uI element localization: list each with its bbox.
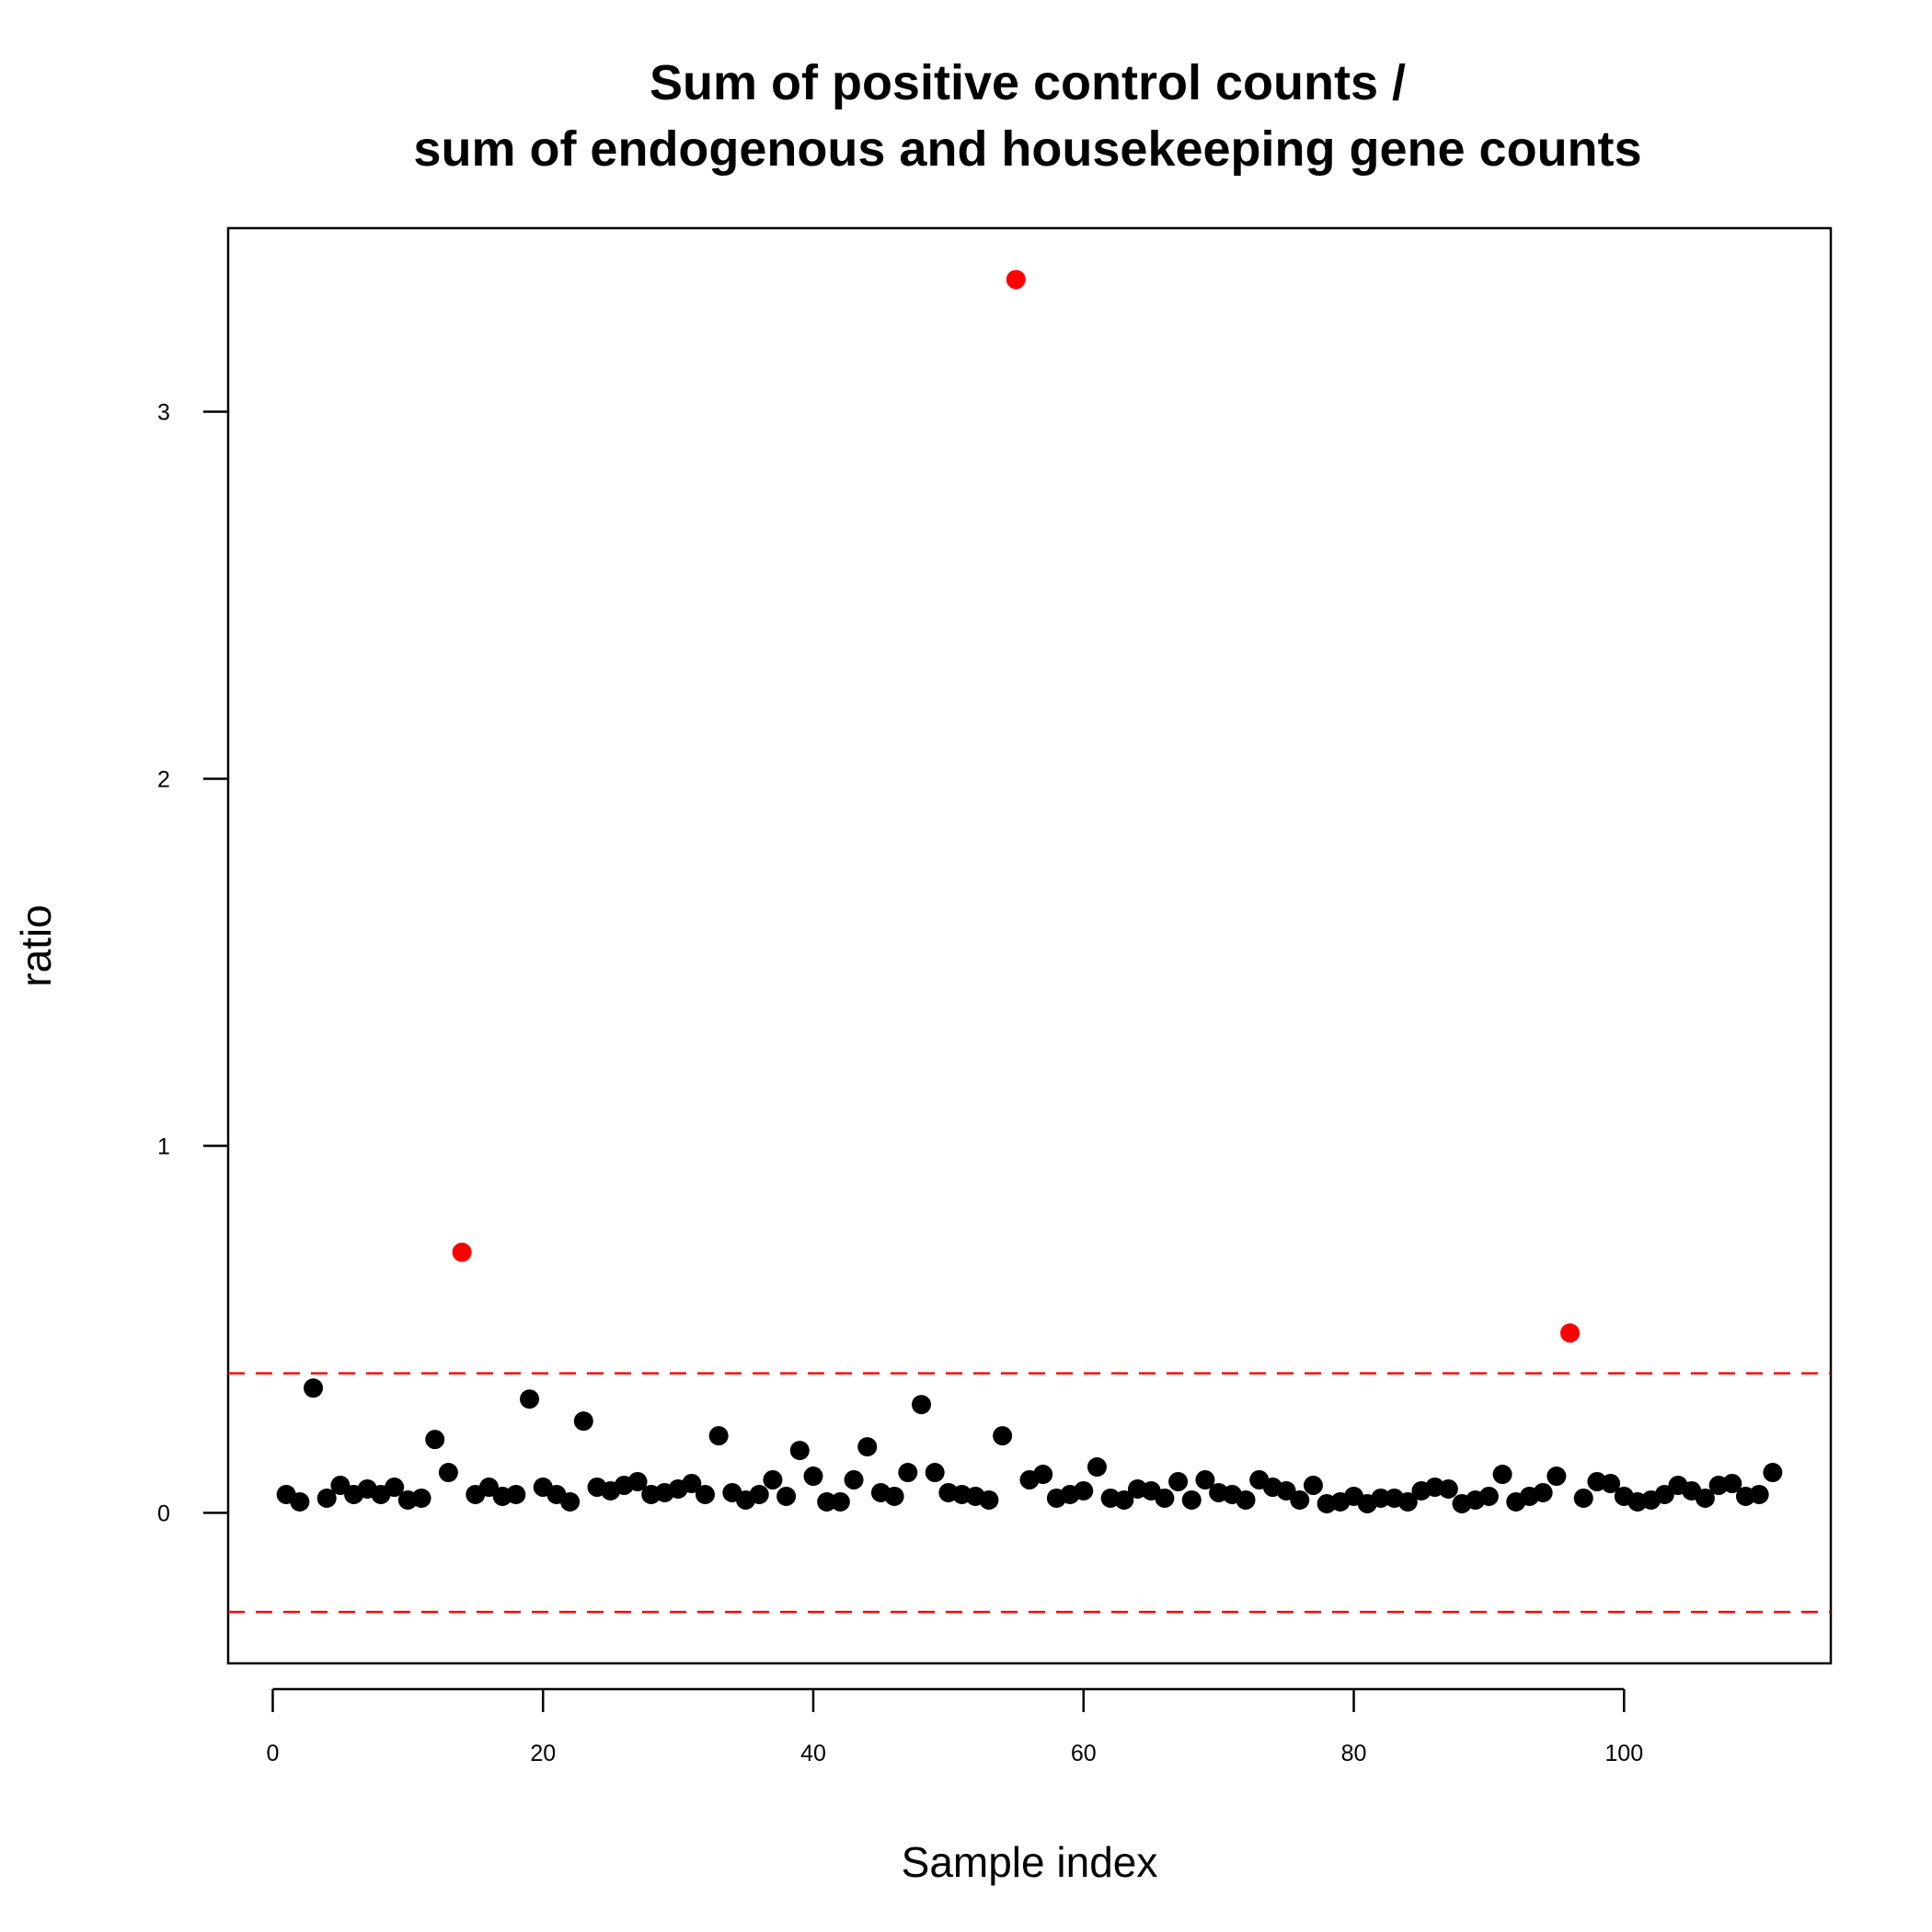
data-point: [682, 1474, 702, 1494]
x-tick-label: 80: [1341, 1741, 1367, 1766]
data-point: [1722, 1474, 1742, 1494]
outlier-point: [1560, 1323, 1581, 1343]
plot-frame: [226, 226, 1833, 1665]
data-point: [803, 1466, 823, 1487]
data-point: [1749, 1484, 1769, 1504]
data-point: [1155, 1488, 1175, 1508]
data-point: [1601, 1474, 1621, 1494]
data-point: [478, 1477, 499, 1497]
data-point: [520, 1389, 540, 1409]
data-point: [911, 1395, 931, 1415]
data-point: [1303, 1475, 1323, 1495]
x-tick-label: 100: [1604, 1741, 1643, 1766]
y-axis-label: ratio: [12, 904, 60, 986]
data-point: [425, 1430, 445, 1450]
data-point: [1195, 1470, 1215, 1490]
data-point: [993, 1426, 1013, 1446]
data-point: [411, 1488, 431, 1508]
chart-title-line-1: Sum of positive control counts /: [650, 55, 1406, 110]
data-point: [1236, 1489, 1256, 1510]
data-point: [817, 1491, 837, 1512]
data-point: [1492, 1465, 1512, 1485]
data-point: [884, 1486, 904, 1506]
y-tick-label: 3: [157, 399, 170, 425]
x-tick-label: 60: [1071, 1741, 1097, 1766]
data-point: [749, 1484, 769, 1504]
y-tick-label: 1: [157, 1133, 170, 1159]
data-point: [1573, 1488, 1593, 1508]
y-tick-label: 0: [157, 1501, 170, 1526]
data-point: [290, 1491, 310, 1512]
data-point: [506, 1484, 526, 1504]
y-tick-label: 2: [157, 766, 170, 792]
data-point: [330, 1475, 351, 1495]
data-point: [1547, 1466, 1567, 1487]
data-point: [1290, 1489, 1310, 1510]
outlier-point: [452, 1242, 472, 1262]
data-point: [1397, 1491, 1418, 1512]
data-point: [844, 1470, 864, 1490]
data-point: [1033, 1465, 1053, 1485]
data-point: [316, 1488, 337, 1508]
data-point: [830, 1491, 850, 1512]
data-point: [925, 1463, 945, 1483]
data-point: [1168, 1472, 1189, 1492]
data-point: [763, 1470, 783, 1490]
data-point: [560, 1491, 581, 1512]
data-point: [1478, 1486, 1499, 1506]
x-tick-label: 40: [800, 1741, 826, 1766]
data-point: [776, 1486, 797, 1506]
data-point: [695, 1484, 715, 1504]
data-point: [979, 1489, 999, 1510]
data-point: [708, 1426, 729, 1446]
x-tick-label: 20: [530, 1741, 556, 1766]
data-point: [573, 1411, 593, 1432]
data-point: [1533, 1482, 1553, 1502]
data-point: [898, 1463, 918, 1483]
data-point: [1276, 1480, 1296, 1501]
chart-title-line-2: sum of endogenous and housekeeping gene …: [413, 121, 1641, 177]
x-tick-label: 0: [267, 1741, 280, 1766]
data-point: [1695, 1488, 1715, 1508]
data-points: [276, 270, 1783, 1513]
data-point: [385, 1477, 405, 1497]
y-axis: 0 1 2 3: [157, 399, 228, 1526]
data-point: [1114, 1489, 1134, 1510]
data-point: [304, 1378, 324, 1398]
data-point: [1438, 1478, 1458, 1499]
data-point: [438, 1463, 458, 1483]
x-axis: 0 20 40 60 80 100: [267, 1687, 1643, 1766]
x-axis-label: Sample index: [902, 1838, 1158, 1886]
data-point: [789, 1441, 810, 1461]
data-point: [1654, 1484, 1674, 1504]
chart-title: Sum of positive control counts / sum of …: [413, 55, 1641, 177]
data-point: [1087, 1457, 1107, 1478]
data-point: [1181, 1489, 1202, 1510]
threshold-lines: [228, 1372, 1831, 1614]
data-point: [1763, 1463, 1783, 1483]
outlier-point: [1006, 270, 1026, 290]
data-point: [627, 1472, 648, 1492]
data-point: [857, 1437, 878, 1457]
data-point: [1371, 1488, 1391, 1508]
data-point: [1074, 1480, 1094, 1501]
